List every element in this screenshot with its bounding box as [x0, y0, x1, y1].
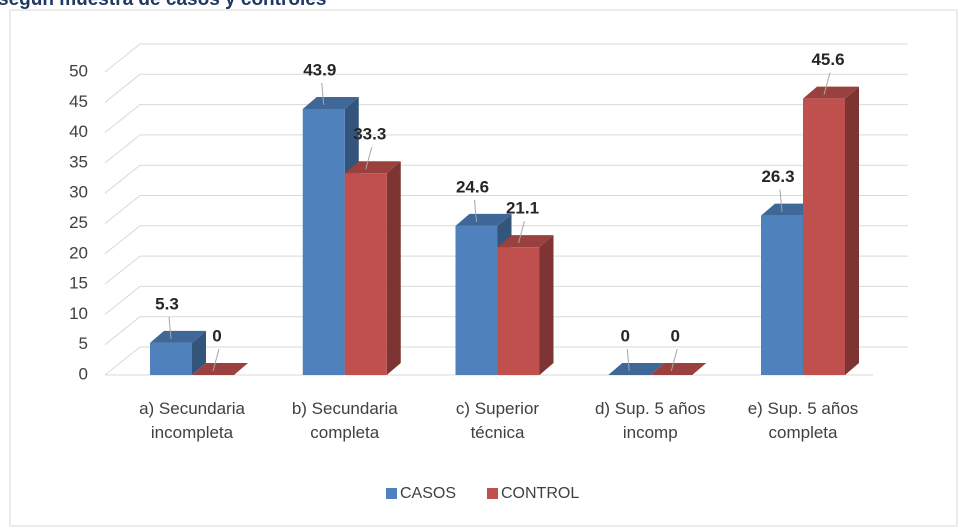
bar-top	[608, 363, 665, 375]
bar	[497, 235, 554, 375]
x-tick-line: incomp	[623, 423, 678, 442]
y-tick-label: 30	[69, 183, 88, 202]
bar-front	[344, 173, 387, 375]
data-label: 24.6	[456, 177, 489, 196]
bar-side	[192, 330, 206, 375]
bar	[344, 161, 401, 375]
label-leader	[168, 316, 172, 339]
label-leader	[474, 199, 477, 222]
grid-side	[104, 134, 141, 164]
bar-front	[803, 98, 845, 375]
chart-frame	[9, 9, 958, 527]
x-tick-line: c) Superior	[456, 399, 539, 418]
label-leader	[670, 348, 678, 372]
data-label: 26.3	[761, 167, 794, 186]
grid-side	[104, 255, 141, 285]
x-tick-label: d) Sup. 5 años incomp	[595, 399, 706, 442]
bar-top	[650, 363, 707, 375]
data-label: 43.9	[303, 60, 336, 79]
bar-top	[455, 213, 512, 226]
bar	[150, 330, 206, 375]
x-tick-line: incompleta	[151, 423, 234, 442]
bar-top	[302, 96, 359, 109]
bar-side	[539, 235, 554, 375]
bar-front	[302, 108, 345, 375]
x-tick-line: completa	[310, 423, 380, 442]
bar-side	[845, 86, 859, 375]
data-label: 0	[212, 326, 221, 345]
bar-side	[386, 161, 401, 375]
grid-side	[104, 43, 141, 73]
data-label: 21.1	[506, 199, 539, 218]
grid-side	[104, 225, 141, 255]
label-leader	[779, 189, 783, 212]
grid-side	[104, 286, 141, 315]
data-label: 0	[621, 326, 630, 345]
x-tick-label: a) Secundaria incompleta	[139, 399, 245, 442]
bar-top	[803, 86, 859, 99]
x-tick-line: d) Sup. 5 años	[595, 399, 706, 418]
label-leader	[518, 221, 525, 244]
grid-side	[104, 104, 141, 133]
y-tick-label: 40	[69, 122, 88, 141]
x-tick-line: técnica	[471, 423, 525, 442]
x-tick-line: b) Secundaria	[292, 399, 398, 418]
x-tick-label: b) Secundaria completa	[292, 399, 398, 442]
bar	[192, 363, 248, 375]
bar-top	[150, 330, 206, 343]
data-label: 45.6	[811, 50, 844, 69]
x-tick-label: e) Sup. 5 años completa	[748, 399, 859, 442]
legend-swatch	[487, 488, 498, 499]
bar-front	[761, 215, 803, 375]
legend-swatch	[386, 488, 397, 499]
legend-label: CONTROL	[501, 485, 579, 502]
y-tick-label: 20	[69, 243, 88, 262]
y-tick-label: 50	[69, 61, 88, 80]
bar	[608, 363, 665, 375]
grid-side	[104, 346, 141, 376]
data-label: 33.3	[353, 125, 386, 144]
x-tick-line: e) Sup. 5 años	[748, 399, 859, 418]
label-leader	[321, 82, 325, 106]
grid-side	[104, 164, 141, 194]
bar	[650, 363, 707, 375]
chart-title: según muestra de casos y controles	[0, 0, 326, 10]
y-tick-label: 45	[69, 92, 88, 111]
bar-front	[150, 342, 192, 375]
x-tick-label: c) Superior técnica	[456, 399, 539, 442]
data-label: 5.3	[155, 294, 179, 313]
label-leader	[626, 348, 630, 372]
y-tick-label: 0	[79, 364, 88, 383]
grid-side	[104, 73, 141, 103]
label-leader	[823, 72, 831, 95]
bar	[803, 86, 859, 375]
label-leader	[365, 147, 373, 170]
bar-front	[455, 225, 498, 375]
y-tick-label: 5	[79, 334, 88, 353]
bar-top	[192, 363, 248, 375]
legend-label: CASOS	[400, 485, 456, 502]
label-leader	[212, 348, 220, 372]
bar-front	[497, 247, 540, 375]
grid-side	[104, 195, 141, 224]
y-tick-label: 15	[69, 274, 88, 293]
y-tick-label: 10	[69, 304, 88, 323]
y-tick-label: 25	[69, 213, 88, 232]
bar-top	[344, 161, 401, 174]
y-tick-label: 35	[69, 152, 88, 171]
bar-top	[497, 235, 554, 248]
x-tick-line: completa	[769, 423, 839, 442]
x-tick-line: a) Secundaria	[139, 399, 245, 418]
grid-side	[104, 316, 141, 346]
data-label: 0	[671, 326, 680, 345]
